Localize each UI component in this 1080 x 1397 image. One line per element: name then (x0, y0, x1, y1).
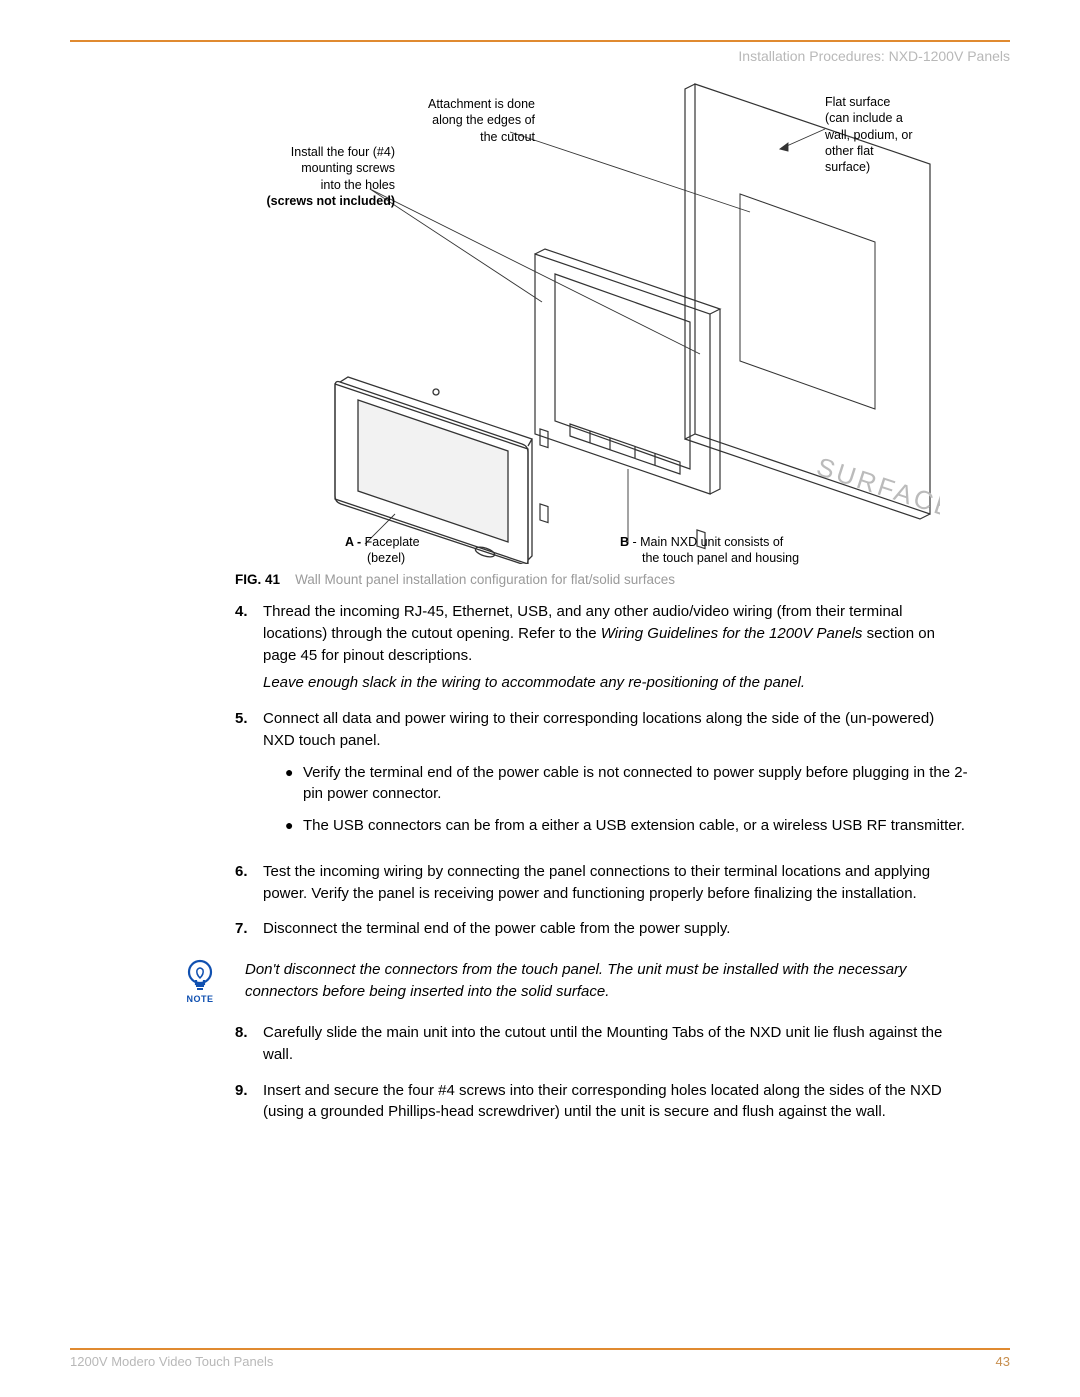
note-callout: NOTE Don't disconnect the connectors fro… (180, 958, 1010, 1004)
bullet-dot-icon: ● (285, 815, 303, 837)
header-rule (70, 40, 1010, 42)
figure-diagram: SURFACE (140, 74, 940, 564)
step-number: 4. (235, 601, 263, 694)
label-line: Flat surface (825, 94, 935, 110)
step-text: Insert and secure the four #4 screws int… (263, 1080, 970, 1124)
label-line: (screws not included) (260, 193, 395, 209)
step-4: 4. Thread the incoming RJ-45, Ethernet, … (235, 601, 970, 694)
step-9: 9. Insert and secure the four #4 screws … (235, 1080, 970, 1124)
step-7: 7. Disconnect the terminal end of the po… (235, 918, 970, 940)
label-line: Attachment is done (405, 96, 535, 112)
footer-doc-title: 1200V Modero Video Touch Panels (70, 1354, 273, 1369)
figure-caption-text: Wall Mount panel installation configurat… (295, 572, 675, 587)
page-header-title: Installation Procedures: NXD-1200V Panel… (70, 48, 1010, 64)
step-body: Connect all data and power wiring to the… (263, 708, 970, 847)
bullet-text: The USB connectors can be from a either … (303, 815, 965, 837)
label-attachment: Attachment is done along the edges of th… (405, 96, 535, 145)
label-line: (bezel) (367, 550, 420, 566)
note-icon: NOTE (180, 958, 220, 1004)
label-line: wall, podium, or (825, 127, 935, 143)
label-flat-surface: Flat surface (can include a wall, podium… (825, 94, 935, 175)
step-note: Leave enough slack in the wiring to acco… (263, 672, 970, 694)
label-line: into the holes (260, 177, 395, 193)
label-line: the touch panel and housing (642, 550, 799, 566)
page-footer: 1200V Modero Video Touch Panels 43 (70, 1348, 1010, 1369)
step-6: 6. Test the incoming wiring by connectin… (235, 861, 970, 905)
footer-rule (70, 1348, 1010, 1350)
step-body: Thread the incoming RJ-45, Ethernet, USB… (263, 601, 970, 694)
label-line: the cutout (405, 129, 535, 145)
step-number: 8. (235, 1022, 263, 1066)
bullet-item: ● The USB connectors can be from a eithe… (285, 815, 970, 837)
step-5: 5. Connect all data and power wiring to … (235, 708, 970, 847)
step-text: Connect all data and power wiring to the… (263, 710, 934, 749)
step-text: Disconnect the terminal end of the power… (263, 918, 970, 940)
label-a-bold: A - (345, 535, 365, 549)
label-line: Install the four (#4) (260, 144, 395, 160)
content-body: 4. Thread the incoming RJ-45, Ethernet, … (235, 601, 970, 940)
step-ref: Wiring Guidelines for the 1200V Panels (601, 625, 863, 642)
label-line: mounting screws (260, 160, 395, 176)
step-number: 6. (235, 861, 263, 905)
label-a: A - Faceplate (bezel) (345, 534, 420, 567)
step-text: Carefully slide the main unit into the c… (263, 1022, 970, 1066)
label-line: surface) (825, 159, 935, 175)
label-b: B - Main NXD unit consists of the touch … (620, 534, 799, 567)
step-number: 9. (235, 1080, 263, 1124)
bullet-dot-icon: ● (285, 762, 303, 806)
surface-text: SURFACE (813, 451, 940, 524)
note-label: NOTE (180, 994, 220, 1004)
figure-caption: FIG. 41 Wall Mount panel installation co… (235, 572, 1010, 587)
label-line: other flat (825, 143, 935, 159)
label-line: along the edges of (405, 112, 535, 128)
footer-page-number: 43 (996, 1354, 1010, 1369)
step-number: 5. (235, 708, 263, 847)
note-text: Don't disconnect the connectors from the… (245, 959, 970, 1003)
figure-number: FIG. 41 (235, 572, 280, 587)
label-screws: Install the four (#4) mounting screws in… (260, 144, 395, 209)
label-a-text: Faceplate (365, 535, 420, 549)
step-8: 8. Carefully slide the main unit into th… (235, 1022, 970, 1066)
label-b-bold: B (620, 535, 629, 549)
bullet-item: ● Verify the terminal end of the power c… (285, 762, 970, 806)
label-b-text: - Main NXD unit consists of (629, 535, 783, 549)
bullet-list: ● Verify the terminal end of the power c… (285, 762, 970, 837)
lightbulb-icon (184, 958, 216, 992)
label-line: (can include a (825, 110, 935, 126)
step-text: Test the incoming wiring by connecting t… (263, 861, 970, 905)
step-number: 7. (235, 918, 263, 940)
content-body-continued: 8. Carefully slide the main unit into th… (235, 1022, 970, 1123)
bullet-text: Verify the terminal end of the power cab… (303, 762, 970, 806)
